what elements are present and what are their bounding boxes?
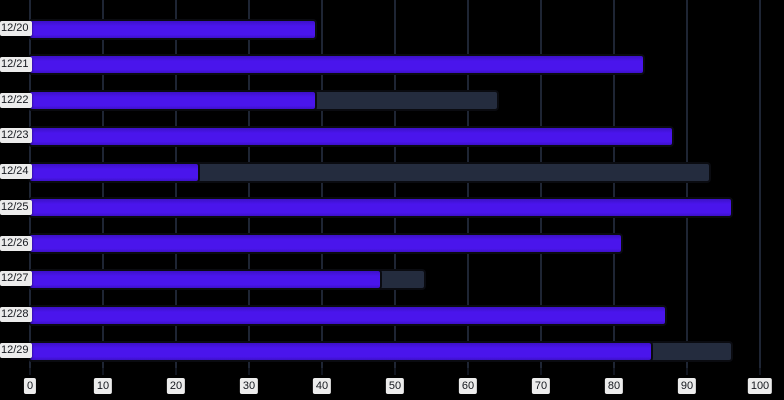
x-tick-mark xyxy=(248,368,250,375)
x-tick-label: 0 xyxy=(23,378,37,394)
plot-area xyxy=(28,0,761,374)
y-tick-label: 12/27 xyxy=(0,271,32,286)
x-tick-label: 40 xyxy=(312,378,332,394)
bar-primary[interactable] xyxy=(28,305,667,326)
x-tick-mark xyxy=(540,368,542,375)
x-tick-mark xyxy=(29,368,31,375)
bar-primary[interactable] xyxy=(28,233,623,254)
gridline xyxy=(467,0,469,374)
gridline xyxy=(686,0,688,374)
x-tick-mark xyxy=(394,368,396,375)
x-tick-label: 60 xyxy=(458,378,478,394)
y-tick-label: 12/21 xyxy=(0,57,32,72)
gridline xyxy=(175,0,177,374)
x-tick-mark xyxy=(759,368,761,375)
gridline xyxy=(102,0,104,374)
x-tick-mark xyxy=(686,368,688,375)
bar-primary[interactable] xyxy=(28,90,317,111)
bar-primary[interactable] xyxy=(28,126,674,147)
x-tick-label: 100 xyxy=(747,378,773,394)
bar-primary[interactable] xyxy=(28,197,733,218)
y-tick-label: 12/28 xyxy=(0,307,32,322)
gridline xyxy=(759,0,761,374)
bar-primary[interactable] xyxy=(28,162,200,183)
x-tick-mark xyxy=(175,368,177,375)
y-tick-label: 12/26 xyxy=(0,236,32,251)
gridline xyxy=(540,0,542,374)
x-tick-mark xyxy=(102,368,104,375)
y-tick-label: 12/29 xyxy=(0,343,32,358)
bar-primary[interactable] xyxy=(28,269,382,290)
x-tick-label: 50 xyxy=(385,378,405,394)
x-tick-label: 10 xyxy=(93,378,113,394)
y-tick-label: 12/22 xyxy=(0,93,32,108)
y-tick-label: 12/23 xyxy=(0,128,32,143)
gridline xyxy=(613,0,615,374)
gridline xyxy=(29,0,31,374)
x-tick-mark xyxy=(613,368,615,375)
y-tick-label: 12/25 xyxy=(0,200,32,215)
y-tick-label: 12/20 xyxy=(0,21,32,36)
x-tick-label: 90 xyxy=(677,378,697,394)
bar-primary[interactable] xyxy=(28,19,317,40)
x-tick-label: 80 xyxy=(604,378,624,394)
bar-primary[interactable] xyxy=(28,54,645,75)
gridline xyxy=(394,0,396,374)
gridline xyxy=(321,0,323,374)
bar-primary[interactable] xyxy=(28,341,653,362)
x-tick-label: 20 xyxy=(166,378,186,394)
x-tick-mark xyxy=(467,368,469,375)
x-tick-mark xyxy=(321,368,323,375)
y-tick-label: 12/24 xyxy=(0,164,32,179)
gridline xyxy=(248,0,250,374)
x-tick-label: 70 xyxy=(531,378,551,394)
x-tick-label: 30 xyxy=(239,378,259,394)
